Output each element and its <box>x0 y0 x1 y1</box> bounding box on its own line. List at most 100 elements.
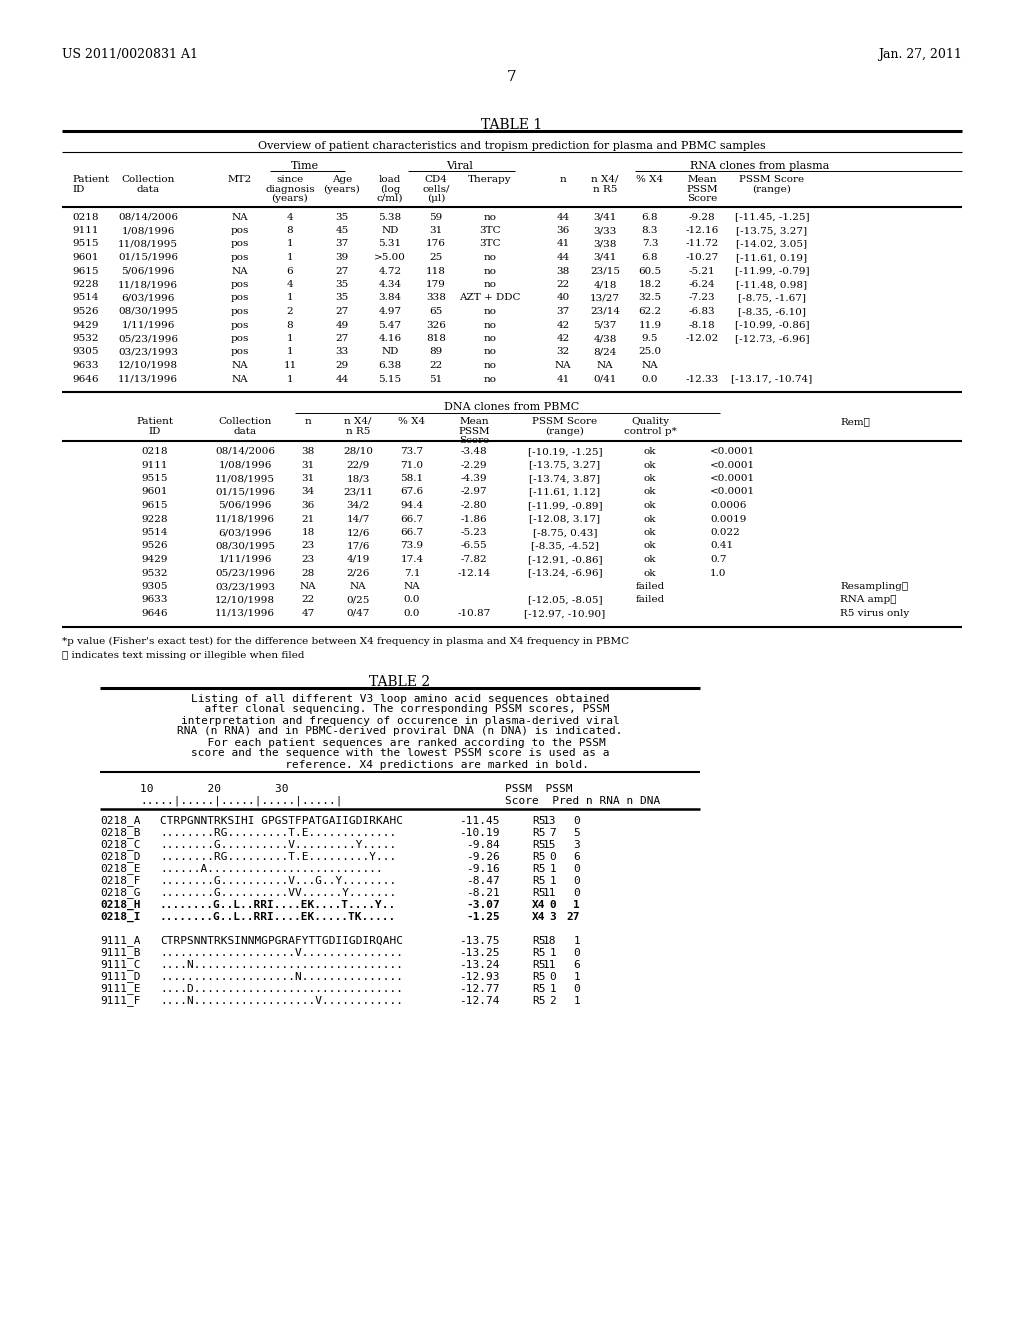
Text: 60.5: 60.5 <box>638 267 662 276</box>
Text: 18: 18 <box>543 936 556 945</box>
Text: -3.07: -3.07 <box>466 899 500 909</box>
Text: -2.97: -2.97 <box>461 487 487 496</box>
Text: 9526: 9526 <box>141 541 168 550</box>
Text: R5: R5 <box>532 972 546 982</box>
Text: CTRPSNNTRKSINNMGPGRAFYTTGDIIGDIRQAHC: CTRPSNNTRKSINNMGPGRAFYTTGDIIGDIRQAHC <box>160 936 403 945</box>
Text: 37: 37 <box>336 239 348 248</box>
Text: 29: 29 <box>336 360 348 370</box>
Text: CD4: CD4 <box>425 176 447 183</box>
Text: -13.24: -13.24 <box>460 960 500 969</box>
Text: 3.84: 3.84 <box>379 293 401 302</box>
Text: 6.8: 6.8 <box>642 253 658 261</box>
Text: ok: ok <box>644 461 656 470</box>
Text: 1: 1 <box>573 972 580 982</box>
Text: Mean: Mean <box>459 417 488 426</box>
Text: Therapy: Therapy <box>468 176 512 183</box>
Text: [-10.19, -1.25]: [-10.19, -1.25] <box>527 447 602 455</box>
Text: failed: failed <box>635 582 665 591</box>
Text: -9.26: -9.26 <box>466 851 500 862</box>
Text: 1.0: 1.0 <box>710 569 726 578</box>
Text: no: no <box>483 321 497 330</box>
Text: 7: 7 <box>507 70 517 84</box>
Text: ok: ok <box>644 474 656 483</box>
Text: Score: Score <box>687 194 717 203</box>
Text: 0: 0 <box>573 948 580 957</box>
Text: 33: 33 <box>336 347 348 356</box>
Text: pos: pos <box>230 347 249 356</box>
Text: Time: Time <box>291 161 319 172</box>
Text: -7.82: -7.82 <box>461 554 487 564</box>
Text: ok: ok <box>644 569 656 578</box>
Text: 27: 27 <box>336 267 348 276</box>
Text: 0: 0 <box>573 887 580 898</box>
Text: 0218_A: 0218_A <box>100 816 140 826</box>
Text: 3TC: 3TC <box>479 226 501 235</box>
Text: Jan. 27, 2011: Jan. 27, 2011 <box>879 48 962 61</box>
Text: 4/38: 4/38 <box>593 334 616 343</box>
Text: 4: 4 <box>287 213 293 222</box>
Text: For each patient sequences are ranked according to the PSSM: For each patient sequences are ranked ac… <box>195 738 606 747</box>
Text: -9.28: -9.28 <box>689 213 716 222</box>
Text: -2.80: -2.80 <box>461 502 487 510</box>
Text: [-11.45, -1.25]: [-11.45, -1.25] <box>734 213 809 222</box>
Text: R5 virus only: R5 virus only <box>840 609 909 618</box>
Text: RNA clones from plasma: RNA clones from plasma <box>690 161 829 172</box>
Text: 9111_F: 9111_F <box>100 995 140 1006</box>
Text: NA: NA <box>231 267 248 276</box>
Text: 9633: 9633 <box>141 595 168 605</box>
Text: 9526: 9526 <box>72 308 98 315</box>
Text: -12.16: -12.16 <box>685 226 719 235</box>
Text: 9514: 9514 <box>72 293 98 302</box>
Text: 0218_I: 0218_I <box>100 912 140 921</box>
Text: 118: 118 <box>426 267 445 276</box>
Text: ........G..........V...G..Y........: ........G..........V...G..Y........ <box>160 875 396 886</box>
Text: PSSM: PSSM <box>458 426 489 436</box>
Text: no: no <box>483 347 497 356</box>
Text: 31: 31 <box>301 474 314 483</box>
Text: 9615: 9615 <box>72 267 98 276</box>
Text: -12.02: -12.02 <box>685 334 719 343</box>
Text: NA: NA <box>231 360 248 370</box>
Text: R5: R5 <box>532 948 546 957</box>
Text: NA: NA <box>597 360 613 370</box>
Text: 5: 5 <box>573 828 580 837</box>
Text: 18.2: 18.2 <box>638 280 662 289</box>
Text: 18: 18 <box>301 528 314 537</box>
Text: 67.6: 67.6 <box>400 487 424 496</box>
Text: 9111_D: 9111_D <box>100 972 140 982</box>
Text: 37: 37 <box>556 308 569 315</box>
Text: 1/11/1996: 1/11/1996 <box>218 554 271 564</box>
Text: 0218: 0218 <box>72 213 98 222</box>
Text: % X4: % X4 <box>637 176 664 183</box>
Text: -12.33: -12.33 <box>685 375 719 384</box>
Text: 0: 0 <box>549 972 556 982</box>
Text: -1.25: -1.25 <box>466 912 500 921</box>
Text: no: no <box>483 375 497 384</box>
Text: 3/33: 3/33 <box>593 226 616 235</box>
Text: 8/24: 8/24 <box>593 347 616 356</box>
Text: ID: ID <box>148 426 161 436</box>
Text: 11/08/1995: 11/08/1995 <box>118 239 178 248</box>
Text: 9601: 9601 <box>72 253 98 261</box>
Text: <0.0001: <0.0001 <box>710 487 755 496</box>
Text: .....|.....|.....|.....|.....|: .....|.....|.....|.....|.....| <box>140 796 342 807</box>
Text: 31: 31 <box>429 226 442 235</box>
Text: <0.0001: <0.0001 <box>710 447 755 455</box>
Text: 6.8: 6.8 <box>642 213 658 222</box>
Text: R5: R5 <box>532 863 546 874</box>
Text: -4.39: -4.39 <box>461 474 487 483</box>
Text: [-8.75, -1.67]: [-8.75, -1.67] <box>738 293 806 302</box>
Text: 34: 34 <box>301 487 314 496</box>
Text: 0218_B: 0218_B <box>100 828 140 838</box>
Text: 38: 38 <box>556 267 569 276</box>
Text: TABLE 2: TABLE 2 <box>370 675 430 689</box>
Text: 8: 8 <box>287 321 293 330</box>
Text: ok: ok <box>644 528 656 537</box>
Text: 0218_H: 0218_H <box>100 899 140 909</box>
Text: Quality: Quality <box>631 417 669 426</box>
Text: 9111: 9111 <box>141 461 168 470</box>
Text: 73.9: 73.9 <box>400 541 424 550</box>
Text: ok: ok <box>644 487 656 496</box>
Text: no: no <box>483 267 497 276</box>
Text: 11/18/1996: 11/18/1996 <box>118 280 178 289</box>
